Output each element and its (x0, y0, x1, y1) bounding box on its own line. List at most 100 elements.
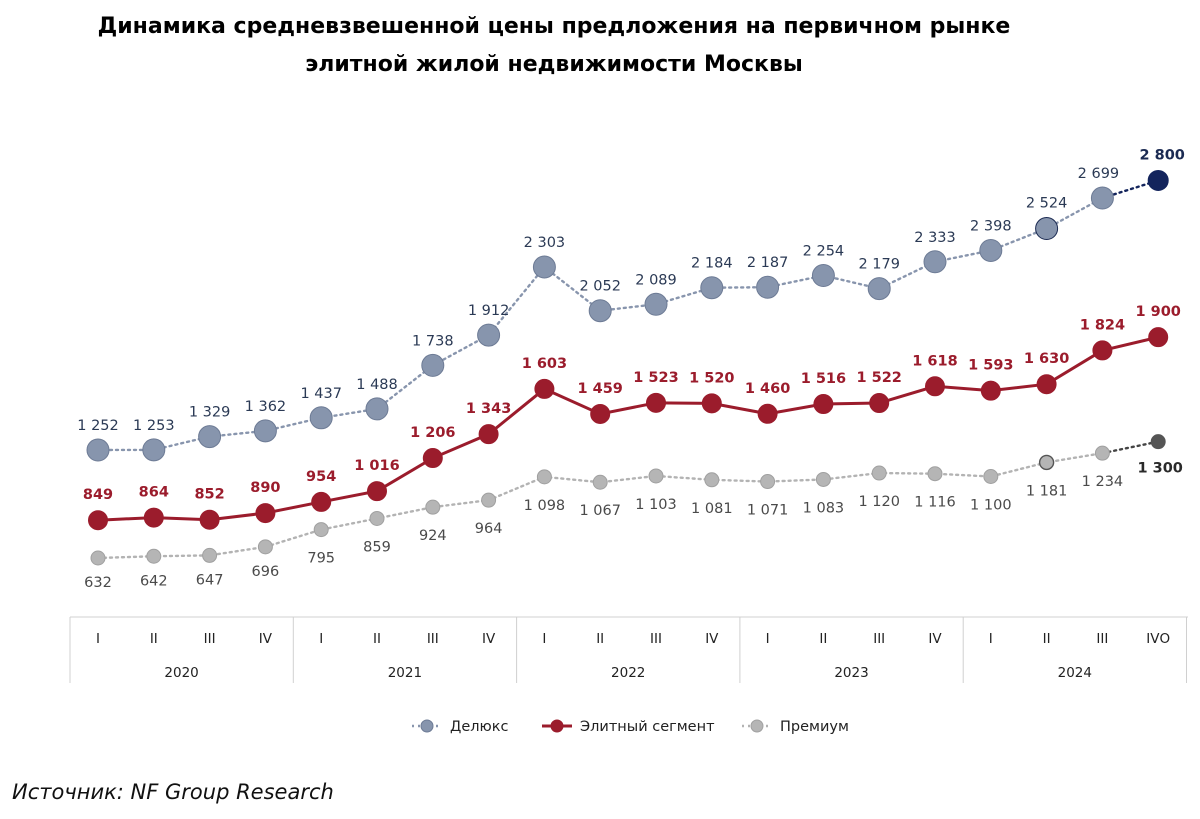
data-point (1038, 454, 1055, 471)
data-label: 1 603 (522, 356, 567, 372)
data-label: 2 699 (1078, 166, 1120, 182)
data-label: 2 800 (1139, 147, 1184, 163)
data-point (871, 465, 887, 481)
data-label: 1 234 (1082, 474, 1124, 490)
x-tick-label: I (319, 631, 323, 647)
data-point (1035, 217, 1059, 241)
data-point (979, 238, 1003, 262)
x-tick-label: IV (928, 631, 942, 647)
x-tick-label: III (1096, 631, 1108, 647)
data-point (477, 323, 501, 347)
series-forecast-line (1101, 440, 1160, 455)
data-point (648, 468, 664, 484)
data-label: 1 067 (579, 503, 621, 519)
data-point (646, 392, 666, 413)
data-point (756, 275, 780, 299)
data-label: 1 100 (970, 497, 1012, 513)
data-label: 1 520 (689, 370, 734, 386)
data-label: 924 (419, 528, 447, 544)
data-label: 1 362 (245, 399, 287, 415)
year-label: 2023 (834, 665, 868, 681)
data-label: 849 (83, 487, 113, 503)
data-label: 2 398 (970, 218, 1012, 234)
data-point (700, 276, 724, 300)
legend-item: Элитный сегмент (542, 719, 715, 735)
data-label: 2 052 (579, 279, 621, 295)
data-label: 1 120 (858, 494, 900, 510)
year-label: 2024 (1058, 665, 1092, 681)
data-point (142, 438, 166, 462)
data-point (983, 468, 999, 484)
data-label: 964 (475, 521, 503, 537)
data-point (867, 277, 891, 301)
data-label: 1 593 (968, 358, 1013, 374)
data-point (534, 378, 555, 399)
data-point (588, 299, 612, 323)
data-point (923, 250, 947, 274)
data-label: 1 103 (635, 497, 677, 513)
data-point (365, 397, 389, 421)
data-label: 1 081 (691, 501, 733, 517)
x-tick-label: IVО (1146, 631, 1170, 647)
data-point (815, 471, 831, 487)
data-label: 852 (194, 487, 224, 503)
data-point (1094, 445, 1110, 461)
data-label: 1 912 (468, 303, 510, 319)
x-tick-label: II (373, 631, 381, 647)
data-point (88, 510, 108, 531)
data-label: 2 303 (524, 235, 566, 251)
legend-label: Элитный сегмент (580, 719, 715, 735)
data-point (811, 264, 835, 288)
data-point (369, 510, 385, 526)
data-label: 2 184 (691, 256, 733, 272)
data-point (813, 394, 834, 415)
data-point (425, 499, 441, 515)
data-label: 954 (306, 469, 336, 485)
data-point (253, 419, 277, 443)
data-label: 1 071 (747, 503, 789, 519)
data-point (257, 539, 273, 555)
x-tick-label: III (427, 631, 439, 647)
x-tick-label: II (819, 631, 827, 647)
data-point (1150, 434, 1166, 450)
data-label: 1 437 (300, 386, 342, 402)
data-label: 2 254 (803, 244, 845, 260)
chart-title-line-2: элитной жилой недвижимости Москвы (305, 52, 803, 77)
x-tick-label: IV (705, 631, 719, 647)
data-point (1148, 327, 1169, 348)
data-point (309, 406, 333, 430)
chart-title-line-1: Динамика средневзвешенной цены предложен… (97, 14, 1011, 39)
series-0: 1 252 1 253 1 329 1 362 1 437 1 488 1 738 1 912… (77, 147, 1185, 462)
data-label: 1 252 (77, 418, 119, 434)
data-point (143, 507, 164, 528)
data-label: 1 098 (524, 498, 566, 514)
data-label: 1 488 (356, 377, 398, 393)
data-label: 1 516 (801, 371, 846, 387)
data-label: 1 460 (745, 381, 790, 397)
data-label: 1 329 (189, 405, 231, 421)
data-point (478, 424, 499, 445)
data-label: 632 (84, 575, 112, 591)
data-point (146, 548, 162, 564)
data-label: 2 089 (635, 272, 677, 288)
data-point (869, 393, 890, 414)
data-point (536, 469, 552, 485)
data-point (980, 380, 1001, 401)
data-point (86, 438, 110, 462)
series-1: 849 864 852 890 954 1 016 1 206 1 343 1 603 1 459… (83, 304, 1181, 531)
x-tick-label: II (1043, 631, 1051, 647)
data-point (1090, 186, 1114, 210)
data-point (1147, 169, 1169, 191)
x-tick-label: I (542, 631, 546, 647)
data-label: 647 (196, 572, 224, 588)
data-point (592, 474, 608, 490)
data-point (202, 547, 218, 563)
data-label: 1 618 (912, 353, 957, 369)
data-label: 1 181 (1026, 483, 1068, 499)
chart-title: Динамика средневзвешенной цены предложен… (0, 8, 1108, 84)
legend-marker (550, 719, 564, 733)
legend-label: Делюкс (450, 719, 508, 735)
legend-item: Премиум (742, 719, 849, 735)
data-label: 1 343 (466, 401, 511, 417)
